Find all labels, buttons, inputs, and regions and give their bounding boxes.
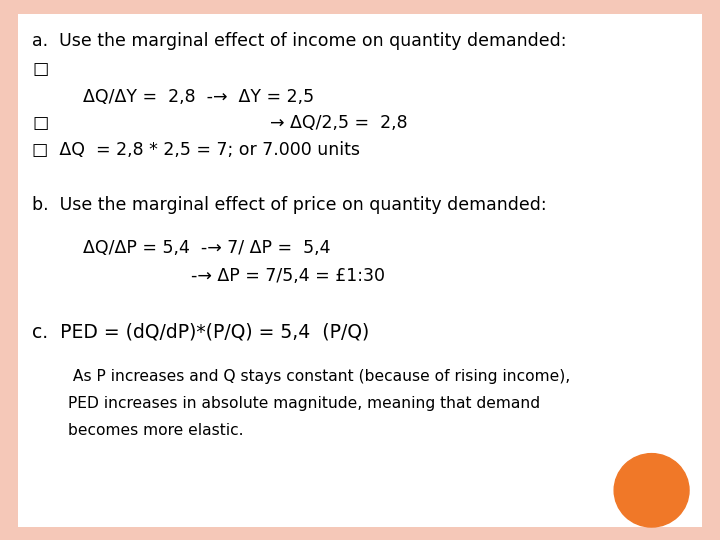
Text: ΔQ/ΔY =  2,8  -→  ΔY = 2,5: ΔQ/ΔY = 2,8 -→ ΔY = 2,5 bbox=[83, 88, 314, 106]
Text: a.  Use the marginal effect of income on quantity demanded:: a. Use the marginal effect of income on … bbox=[32, 31, 567, 50]
Text: □: □ bbox=[32, 114, 49, 132]
Text: -→ ΔP = 7/5,4 = £1:30: -→ ΔP = 7/5,4 = £1:30 bbox=[191, 267, 384, 286]
Ellipse shape bbox=[614, 454, 689, 527]
Text: becomes more elastic.: becomes more elastic. bbox=[68, 423, 244, 438]
Text: → ΔQ/2,5 =  2,8: → ΔQ/2,5 = 2,8 bbox=[270, 114, 408, 132]
Text: □  ΔQ  = 2,8 * 2,5 = 7; or 7.000 units: □ ΔQ = 2,8 * 2,5 = 7; or 7.000 units bbox=[32, 141, 361, 159]
Text: b.  Use the marginal effect of price on quantity demanded:: b. Use the marginal effect of price on q… bbox=[32, 196, 547, 214]
Text: ΔQ/ΔP = 5,4  -→ 7/ ΔP =  5,4: ΔQ/ΔP = 5,4 -→ 7/ ΔP = 5,4 bbox=[83, 239, 330, 258]
Text: □: □ bbox=[32, 60, 49, 78]
FancyBboxPatch shape bbox=[18, 14, 702, 526]
Text: As P increases and Q stays constant (because of rising income),: As P increases and Q stays constant (bec… bbox=[68, 369, 571, 384]
Text: PED increases in absolute magnitude, meaning that demand: PED increases in absolute magnitude, mea… bbox=[68, 396, 541, 411]
Text: c.  PED = (dQ/dP)*(P/Q) = 5,4  (P/Q): c. PED = (dQ/dP)*(P/Q) = 5,4 (P/Q) bbox=[32, 322, 369, 342]
